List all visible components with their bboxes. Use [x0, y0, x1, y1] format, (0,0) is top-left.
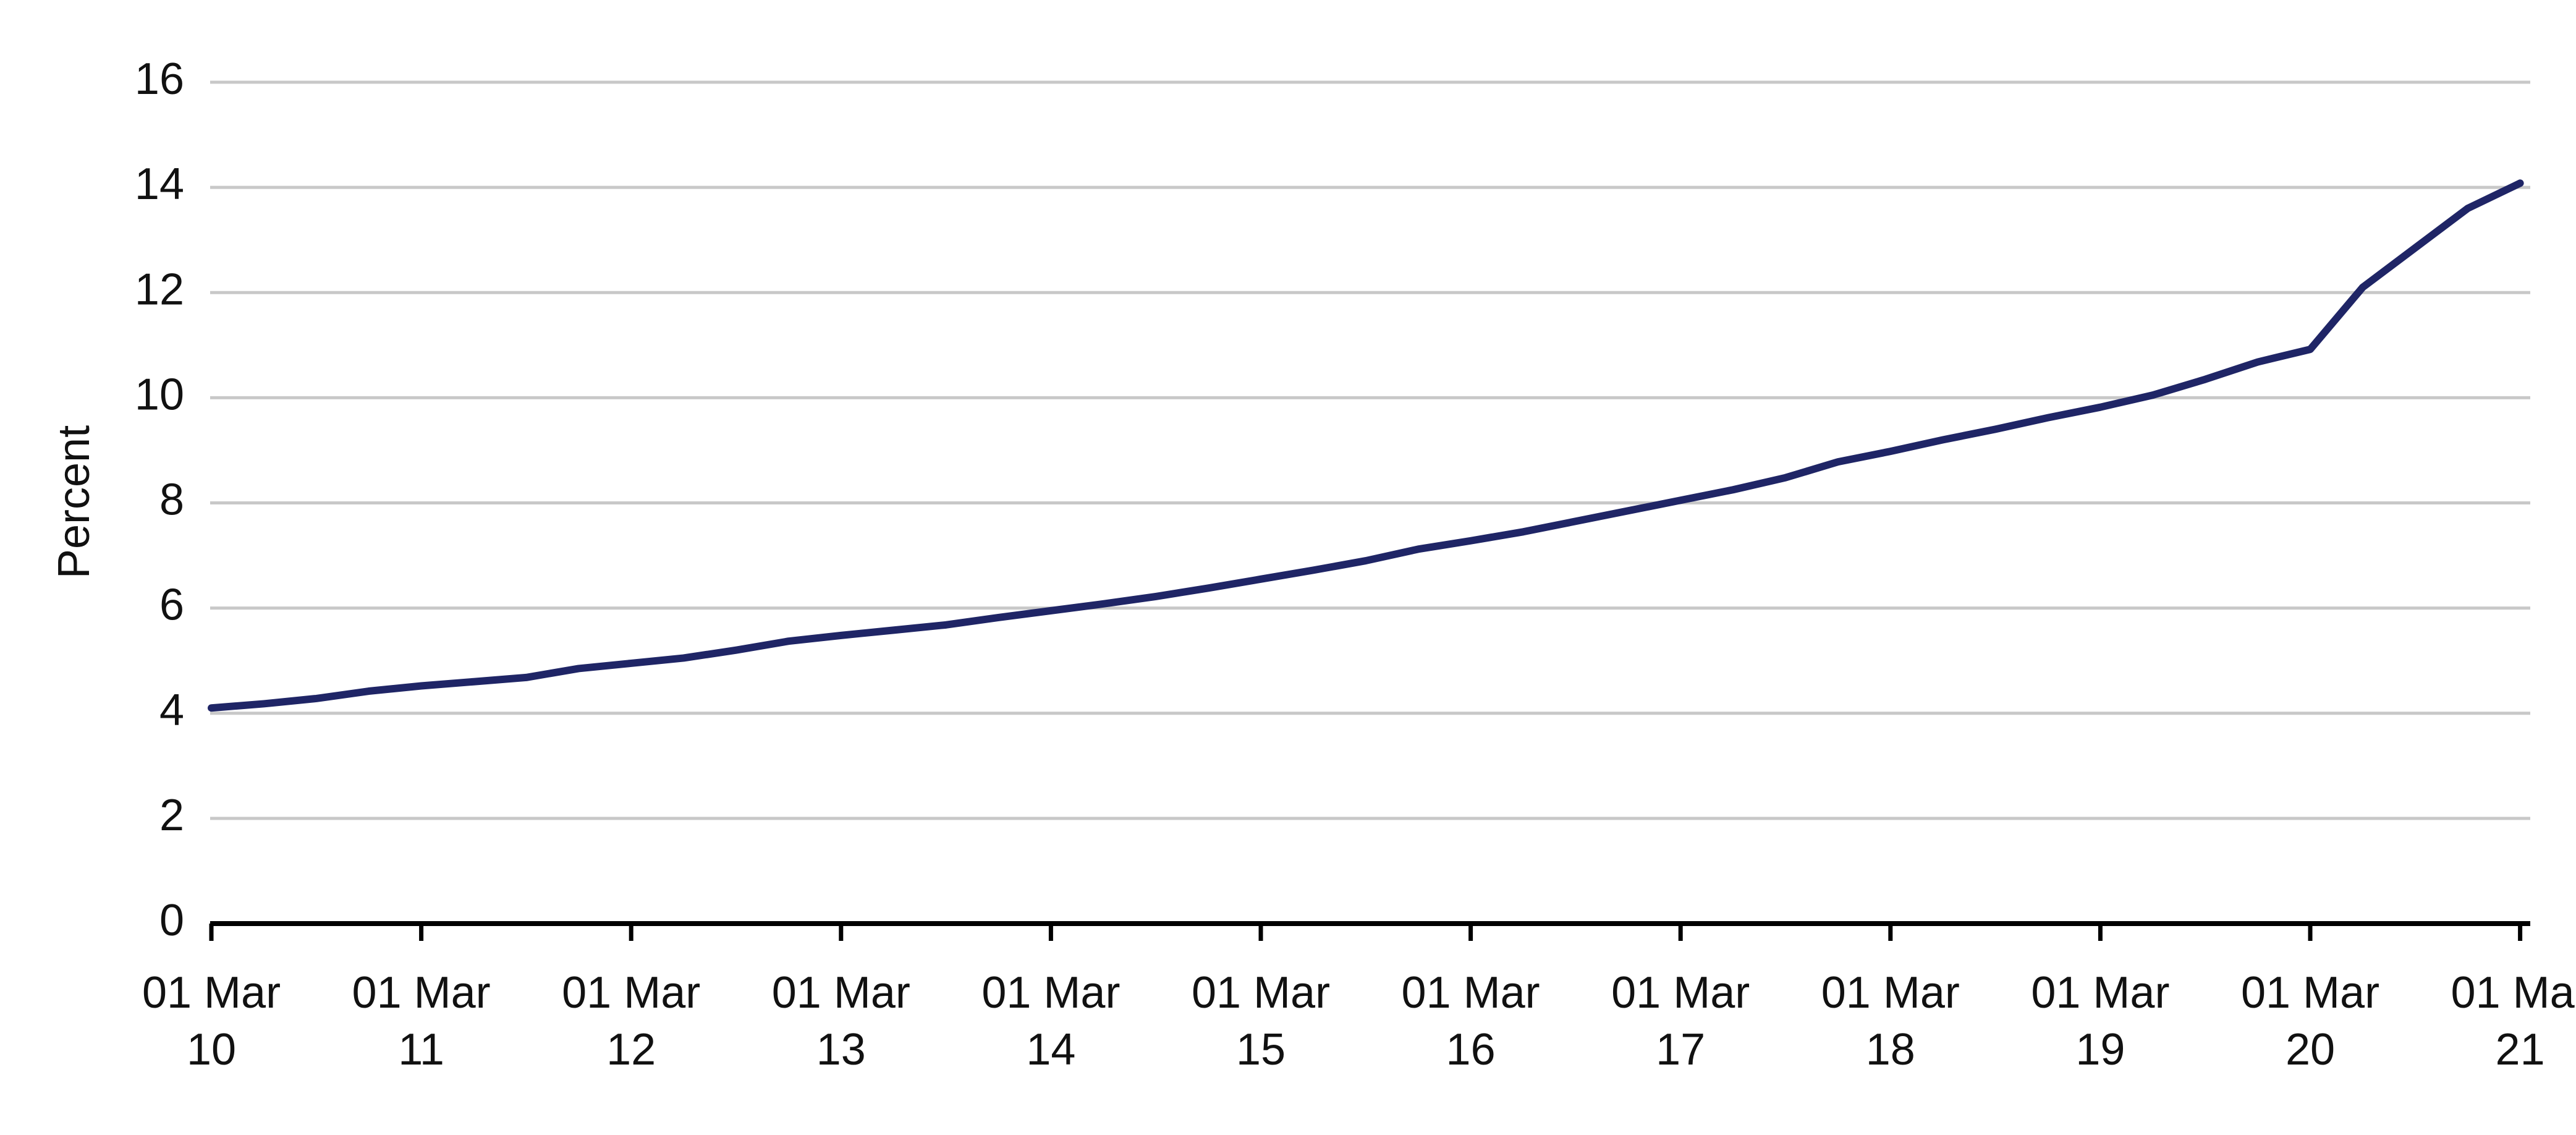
x-tick-label: 01 Mar 19: [2031, 968, 2170, 1074]
x-tick-label: 01 Mar 21: [2451, 968, 2576, 1074]
y-axis-label: Percent: [49, 425, 99, 579]
y-tick-label: 6: [159, 580, 184, 630]
x-tick-label: 01 Mar 13: [771, 968, 910, 1074]
x-tick-label: 01 Mar 18: [1821, 968, 1960, 1074]
y-tick-label: 16: [135, 54, 184, 104]
x-tick-label: 01 Mar 14: [981, 968, 1121, 1074]
x-tick-label: 01 Mar 10: [142, 968, 281, 1074]
y-tick-label: 8: [159, 475, 184, 525]
y-tick-label: 4: [159, 686, 184, 735]
line: [208, 179, 2524, 712]
x-tick-label: 01 Mar 15: [1191, 968, 1331, 1074]
x-tick-label: 01 Mar 17: [1611, 968, 1750, 1074]
y-tick-label: 0: [159, 896, 184, 945]
y-tick-label: 14: [135, 159, 184, 209]
x-tick-label: 01 Mar 12: [562, 968, 701, 1074]
x-tick-label: 01 Mar 11: [352, 968, 491, 1074]
x-tick-label: 01 Mar 20: [2240, 968, 2380, 1074]
y-tick-label: 2: [159, 791, 184, 840]
x-tick-label: 01 Mar 16: [1401, 968, 1540, 1074]
y-tick-label: 10: [135, 370, 184, 419]
y-tick-label: 12: [135, 265, 184, 314]
